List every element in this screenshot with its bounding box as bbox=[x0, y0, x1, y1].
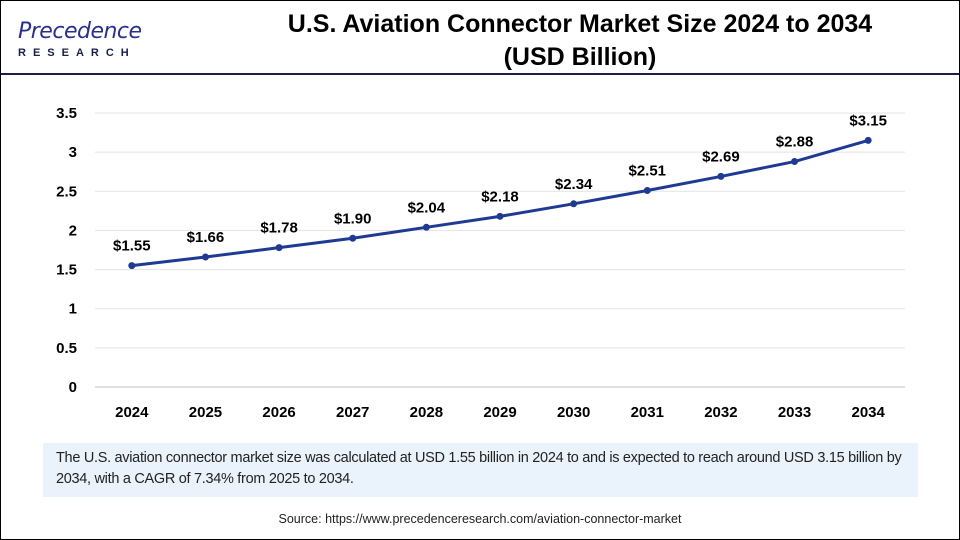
x-tick-label: 2029 bbox=[483, 404, 516, 421]
data-label: $1.78 bbox=[260, 220, 298, 237]
data-point bbox=[201, 253, 209, 261]
title-line-2: (USD Billion) bbox=[503, 43, 657, 71]
logo: Precedence RESEARCH bbox=[18, 20, 158, 65]
x-tick-label: 2032 bbox=[704, 404, 737, 421]
data-point bbox=[791, 158, 799, 166]
x-tick-label: 2030 bbox=[557, 404, 590, 421]
x-tick-label: 2027 bbox=[336, 404, 369, 421]
x-tick-label: 2034 bbox=[851, 404, 885, 421]
data-point bbox=[422, 223, 430, 231]
line-chart: 0 0.5 1 1.5 2 2.5 3 3.5 2024 2025 2026 2027 2028 2029… bbox=[56, 105, 905, 421]
y-tick-label: 3 bbox=[69, 144, 77, 161]
header-divider bbox=[1, 73, 959, 75]
data-point bbox=[643, 187, 651, 195]
data-point bbox=[570, 200, 578, 208]
data-point bbox=[275, 244, 283, 252]
data-point bbox=[864, 136, 872, 144]
x-tick-label: 2026 bbox=[262, 404, 295, 421]
x-tick-label: 2033 bbox=[778, 404, 811, 421]
data-point bbox=[717, 172, 725, 180]
data-point bbox=[496, 212, 504, 220]
data-label: $2.51 bbox=[628, 163, 666, 180]
data-label: $1.90 bbox=[334, 210, 372, 227]
data-label: $1.55 bbox=[113, 238, 151, 255]
title-line-1: U.S. Aviation Connector Market Size 2024… bbox=[287, 10, 873, 38]
x-tick-label: 2025 bbox=[189, 404, 222, 421]
logo-wordmark: Precedence bbox=[18, 19, 142, 44]
y-tick-label: 1 bbox=[69, 301, 77, 318]
chart-title: U.S. Aviation Connector Market Size 2024… bbox=[200, 8, 960, 74]
y-tick-label: 2 bbox=[69, 222, 77, 239]
data-label: $3.15 bbox=[849, 112, 887, 129]
source-text: Source: https://www.precedenceresearch.c… bbox=[278, 512, 682, 526]
y-tick-label: 3.5 bbox=[56, 105, 77, 122]
data-label: $2.34 bbox=[555, 176, 593, 193]
y-tick-label: 1.5 bbox=[56, 262, 77, 279]
data-point bbox=[128, 262, 136, 270]
logo-subtitle: RESEARCH bbox=[18, 47, 136, 59]
data-label: $2.18 bbox=[481, 188, 519, 205]
y-tick-label: 2.5 bbox=[56, 183, 77, 200]
x-tick-label: 2024 bbox=[115, 404, 149, 421]
y-tick-label: 0 bbox=[69, 379, 77, 396]
data-label: $2.88 bbox=[776, 134, 814, 151]
data-point bbox=[349, 234, 357, 242]
data-label: $2.04 bbox=[408, 199, 446, 216]
y-tick-label: 0.5 bbox=[56, 340, 77, 357]
summary-box: The U.S. aviation connector market size … bbox=[43, 443, 918, 497]
data-label: $1.66 bbox=[187, 229, 225, 246]
x-tick-label: 2031 bbox=[631, 404, 664, 421]
data-label: $2.69 bbox=[702, 148, 740, 165]
x-tick-label: 2028 bbox=[410, 404, 443, 421]
